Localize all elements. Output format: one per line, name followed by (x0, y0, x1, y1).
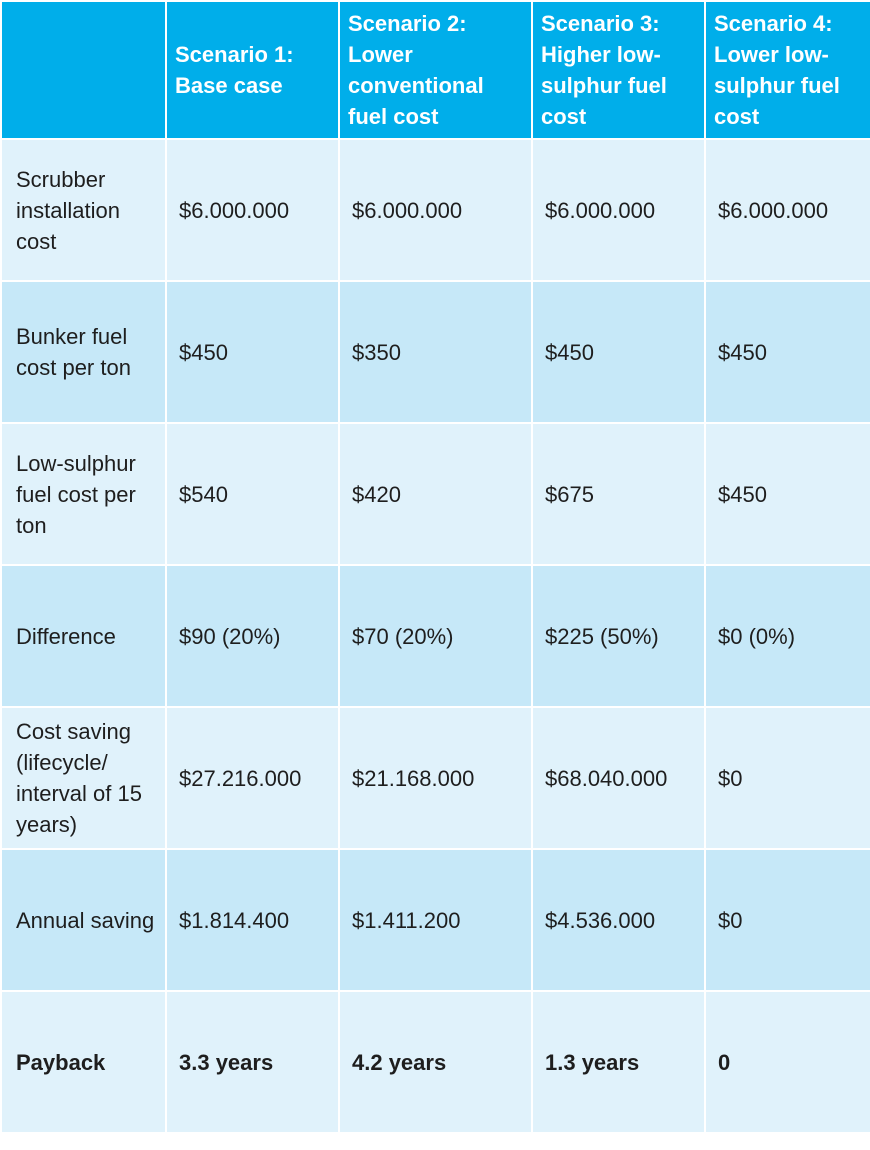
header-row: Scenario 1: Base case Scenario 2: Lower c… (0, 0, 870, 140)
value-cell: $6.000.000 (165, 138, 340, 282)
value-cell: $450 (165, 280, 340, 424)
value-cell: 4.2 years (338, 990, 533, 1134)
value-cell: $21.168.000 (338, 706, 533, 850)
row-label: Difference (0, 564, 167, 708)
row-label: Payback (0, 990, 167, 1134)
value-cell: $225 (50%) (531, 564, 706, 708)
value-cell: $675 (531, 422, 706, 566)
value-cell: $450 (704, 422, 870, 566)
row-label: Scrubber installation cost (0, 138, 167, 282)
value-cell: $6.000.000 (704, 138, 870, 282)
value-cell: $6.000.000 (338, 138, 533, 282)
header-cell: Scenario 4: Lower low-sulphur fuel cost (704, 0, 870, 140)
row-label: Low-sulphur fuel cost per ton (0, 422, 167, 566)
table-row: Scrubber installation cost $6.000.000 $6.0… (0, 138, 870, 282)
value-cell: $420 (338, 422, 533, 566)
header-cell: Scenario 1: Base case (165, 0, 340, 140)
header-cell: Scenario 2: Lower conventional fuel cost (338, 0, 533, 140)
row-label: Annual saving (0, 848, 167, 992)
row-label: Cost saving (lifecycle/ interval of 15 y… (0, 706, 167, 850)
value-cell: $1.411.200 (338, 848, 533, 992)
table-row: Payback 3.3 years 4.2 years 1.3 years 0 (0, 990, 870, 1134)
table-body: Scrubber installation cost $6.000.000 $6.0… (0, 138, 870, 1134)
table-row: Low-sulphur fuel cost per ton $540 $420 $67… (0, 422, 870, 566)
value-cell: $450 (531, 280, 706, 424)
value-cell: $68.040.000 (531, 706, 706, 850)
value-cell: 0 (704, 990, 870, 1134)
value-cell: 1.3 years (531, 990, 706, 1134)
table-row: Annual saving $1.814.400 $1.411.200 $4.536.… (0, 848, 870, 992)
table-row: Bunker fuel cost per ton $450 $350 $450 $450 (0, 280, 870, 424)
value-cell: $0 (0%) (704, 564, 870, 708)
value-cell: $70 (20%) (338, 564, 533, 708)
value-cell: $450 (704, 280, 870, 424)
value-cell: $1.814.400 (165, 848, 340, 992)
value-cell: $0 (704, 706, 870, 850)
value-cell: $27.216.000 (165, 706, 340, 850)
value-cell: $0 (704, 848, 870, 992)
table-row: Difference $90 (20%) $70 (20%) $225 (50%) $0… (0, 564, 870, 708)
row-label: Bunker fuel cost per ton (0, 280, 167, 424)
value-cell: $6.000.000 (531, 138, 706, 282)
value-cell: $90 (20%) (165, 564, 340, 708)
value-cell: $4.536.000 (531, 848, 706, 992)
value-cell: 3.3 years (165, 990, 340, 1134)
table-row: Cost saving (lifecycle/ interval of 15 y… (0, 706, 870, 850)
value-cell: $540 (165, 422, 340, 566)
header-cell: Scenario 3: Higher low-sulphur fuel cost (531, 0, 706, 140)
value-cell: $350 (338, 280, 533, 424)
corner-cell (0, 0, 167, 140)
